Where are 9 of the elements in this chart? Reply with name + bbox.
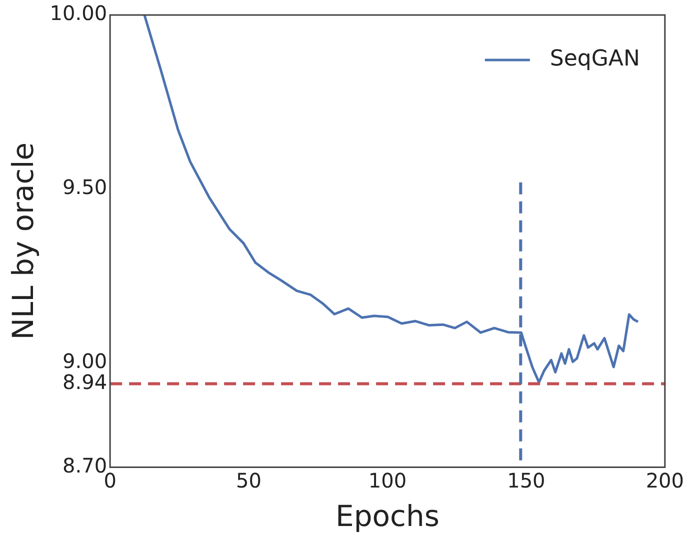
x-tick-label: 100: [368, 468, 407, 492]
x-tick-label: 50: [236, 468, 262, 492]
x-tick-label: 150: [507, 468, 546, 492]
y-tick-label: 10.00: [50, 1, 108, 26]
legend-label: SeqGAN: [550, 46, 640, 72]
x-axis-title: Epochs: [336, 499, 440, 534]
y-tick-label: 9.50: [62, 175, 108, 200]
y-axis-title: NLL by oracle: [6, 142, 40, 340]
x-tick-label: 200: [646, 468, 684, 492]
